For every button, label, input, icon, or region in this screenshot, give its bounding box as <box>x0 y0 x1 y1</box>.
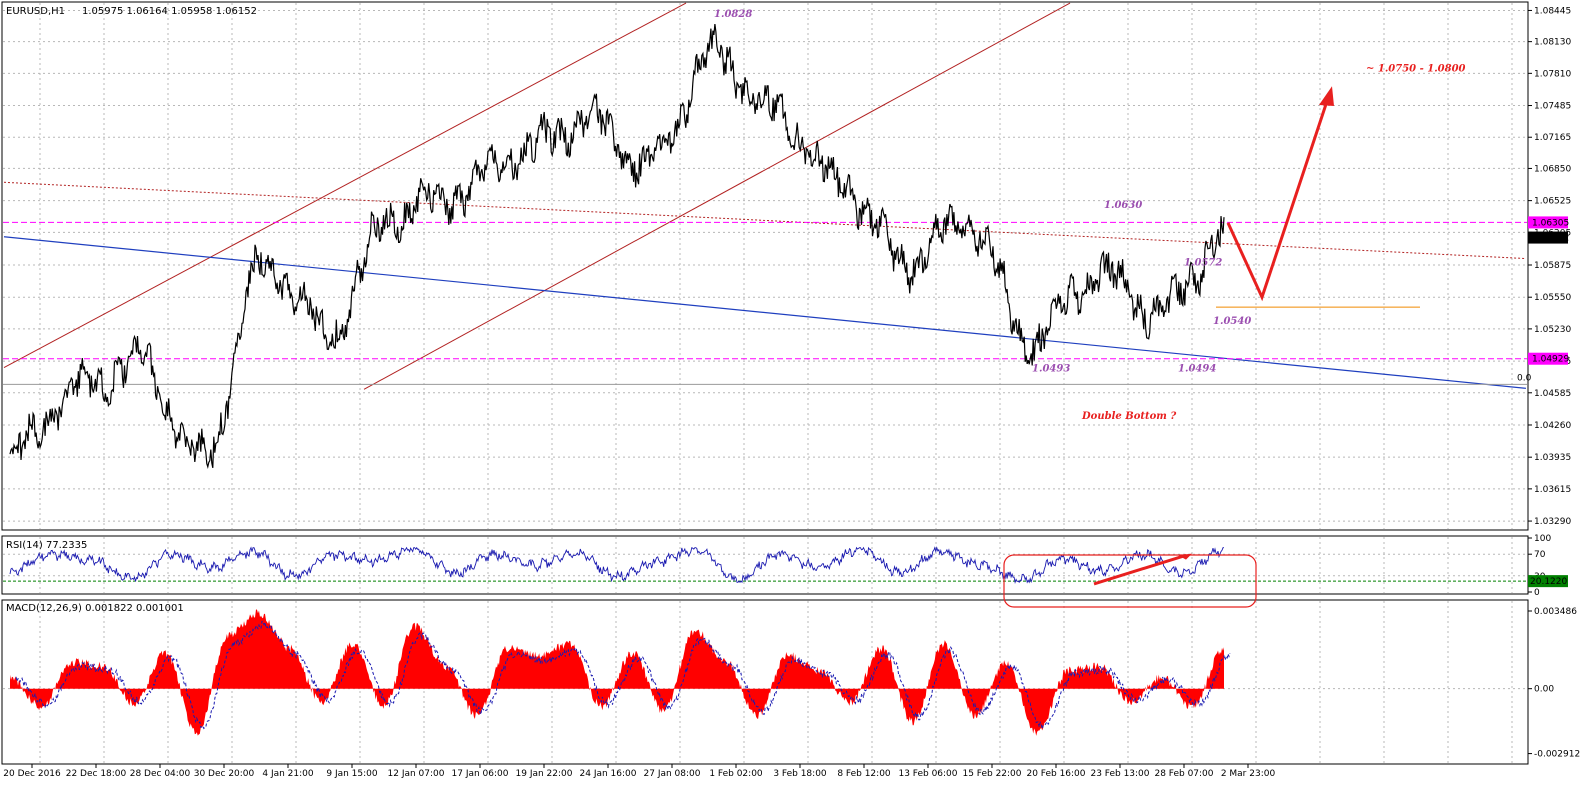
channel-upper <box>3 2 687 368</box>
time-tick-label: 3 Feb 18:00 <box>773 769 827 779</box>
price-annotation: 1.0572 <box>1184 258 1222 269</box>
target-arrowhead <box>1319 86 1334 107</box>
target-path <box>1226 91 1332 302</box>
macd-tick-label: 0.00 <box>1534 685 1554 695</box>
resistance-dotted <box>3 181 1527 260</box>
time-tick-label: 9 Jan 15:00 <box>326 769 378 779</box>
time-tick-label: 28 Dec 04:00 <box>130 769 191 779</box>
price-annotation: 1.0540 <box>1213 316 1251 327</box>
time-tick-label: 1 Feb 02:00 <box>709 769 763 779</box>
time-tick-label: 17 Jan 06:00 <box>452 769 509 779</box>
price-tick-label: 1.04260 <box>1534 421 1571 431</box>
time-tick-label: 15 Feb 22:00 <box>962 769 1021 779</box>
rsi-title: RSI(14) 77.2335 <box>6 540 87 551</box>
edge-label: 0.0 <box>1517 373 1532 383</box>
price-tick-label: 1.05550 <box>1534 293 1571 303</box>
price-label-box <box>1528 231 1568 244</box>
time-axis: 20 Dec 2016 22 Dec 18:00 28 Dec 04:00 30 De… <box>3 764 1275 779</box>
ohlc-header: 1.05975 1.06164 1.05958 1.06152 <box>82 6 257 17</box>
rsi-tick-label: 70 <box>1534 550 1546 560</box>
time-tick-label: 20 Feb 16:00 <box>1026 769 1085 779</box>
macd-histogram <box>10 609 1224 736</box>
price-tick-label: 1.06525 <box>1534 197 1571 207</box>
price-tick-label: 1.07485 <box>1534 102 1571 112</box>
price-annotation: 1.0828 <box>714 9 752 20</box>
price-line <box>9 24 1225 469</box>
price-tick-label: 1.08445 <box>1534 6 1571 16</box>
price-panel <box>1 1 1529 531</box>
price-series <box>9 24 1231 736</box>
rsi-line <box>9 546 1224 585</box>
time-tick-label: 22 Dec 18:00 <box>66 769 127 779</box>
price-label: 1.06152 <box>1532 234 1569 244</box>
time-tick-label: 23 Feb 13:00 <box>1090 769 1149 779</box>
time-tick-label: 24 Jan 16:00 <box>580 769 637 779</box>
macd-title: MACD(12,26,9) 0.001822 0.001001 <box>6 603 184 614</box>
price-annotation: Double Bottom ? <box>1081 411 1176 422</box>
rsi-arrowhead <box>1178 553 1192 560</box>
rsi-level-box <box>1528 575 1568 588</box>
time-tick-label: 30 Dec 20:00 <box>194 769 255 779</box>
price-axis: 1.08445 1.08130 1.07810 1.07485 1.07165 1.068… <box>1517 6 1580 759</box>
macd-tick-label: 0.003486 <box>1534 607 1577 617</box>
support-line <box>3 236 1527 389</box>
rsi-tick-label: 100 <box>1534 534 1551 544</box>
time-tick-label: 4 Jan 21:00 <box>262 769 314 779</box>
rsi-tick-label: 0 <box>1534 588 1540 598</box>
price-label: 1.06305 <box>1532 218 1569 228</box>
price-tick-label: 1.07810 <box>1534 69 1571 79</box>
price-tick-label: 1.08130 <box>1534 38 1571 48</box>
rsi-highlight-box <box>1003 554 1257 608</box>
rsi-level-label: 20.1220 <box>1530 577 1567 587</box>
time-tick-label: 20 Dec 2016 <box>3 769 61 779</box>
price-label: 1.04929 <box>1532 355 1569 365</box>
time-tick-label: 28 Feb 07:00 <box>1154 769 1213 779</box>
time-tick-label: 27 Jan 08:00 <box>644 769 701 779</box>
time-tick-label: 12 Jan 07:00 <box>388 769 445 779</box>
time-tick-label: 8 Feb 12:00 <box>837 769 891 779</box>
price-annotation: 1.0494 <box>1178 363 1216 374</box>
price-tick-label: 1.03615 <box>1534 485 1571 495</box>
price-label-box <box>1528 352 1568 365</box>
macd-signal-line <box>15 620 1231 731</box>
price-annotation: ~ 1.0750 - 1.0800 <box>1366 63 1466 74</box>
time-tick-label: 2 Mar 23:00 <box>1221 769 1276 779</box>
time-tick-label: 13 Feb 06:00 <box>898 769 957 779</box>
price-title: EURUSD,H1 <box>6 6 65 17</box>
price-annotation: 1.0493 <box>1032 363 1070 374</box>
rsi-panel <box>1 535 1529 595</box>
price-tick-label: 1.03935 <box>1534 453 1571 463</box>
price-tick-label: 1.05230 <box>1534 325 1571 335</box>
annotations: 1.0828 1.0630 1.0572 1.0540 1.0493 1.0494 ~ 1.… <box>714 9 1466 608</box>
trend-lines <box>3 2 1527 582</box>
rsi-trend-arrow <box>1093 553 1187 586</box>
price-tick-label: 1.06850 <box>1534 164 1571 174</box>
price-tick-label: 1.03290 <box>1534 517 1571 527</box>
macd-tick-label: -0.002912 <box>1534 750 1580 760</box>
price-label-box <box>1528 216 1568 229</box>
channel-lower <box>363 2 1071 390</box>
price-tick-label: 1.07165 <box>1534 133 1571 143</box>
price-annotation: 1.0630 <box>1104 200 1142 211</box>
price-tick-label: 1.04585 <box>1534 389 1571 399</box>
macd-panel <box>1 599 1529 765</box>
price-tick-label: 1.05875 <box>1534 261 1571 271</box>
time-tick-label: 19 Jan 22:00 <box>516 769 573 779</box>
